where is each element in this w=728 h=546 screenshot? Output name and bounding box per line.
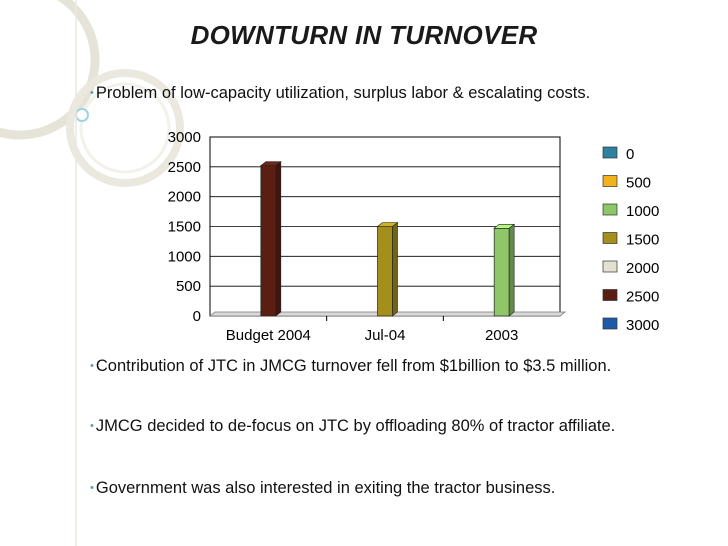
bar-1500 [377,226,393,317]
bar-side-2500 [275,161,282,317]
legend-label: 500 [626,175,651,192]
bar-top-1500 [376,222,399,227]
legend-label: 1000 [626,203,659,220]
legend-label: 3000 [626,317,659,334]
deco-ring-inner [66,69,184,187]
y-tick-label: 2000 [168,189,201,206]
x-tick-label: 2003 [485,327,518,344]
legend-swatch [602,260,618,273]
deco-ring-mid [79,82,171,174]
bar-2500 [260,165,277,317]
legend-label: 2500 [626,289,659,306]
bullet-marker: • [90,420,94,432]
legend-label: 1500 [626,232,659,249]
bar-side-1000 [508,223,515,317]
y-tick-label: 500 [176,278,201,295]
deco-ring-outer [0,0,100,140]
y-tick-label: 3000 [168,129,201,146]
legend-swatch [602,175,618,187]
bullet-text: JMCG decided to de-focus on JTC by offlo… [95,417,616,435]
legend-label: 0 [626,146,634,163]
y-tick-label: 1500 [168,219,201,236]
y-tick-label: 0 [193,308,201,325]
slide-title: DOWNTURN IN TURNOVER [190,20,538,50]
legend-swatch [602,146,618,159]
bullet-text: Government was also interested in exitin… [95,479,556,497]
bullet-marker: • [90,482,94,494]
bar-1000 [493,227,510,317]
legend-swatch [602,289,618,301]
legend-swatch [602,232,618,244]
bullet-marker: • [90,360,94,372]
legend-swatch [602,317,618,330]
bar-top-1000 [493,223,516,229]
bullet-text: Problem of low-capacity utilization, sur… [95,84,591,102]
y-tick-label: 1000 [168,248,201,265]
legend-swatch [602,203,618,216]
bullet-item: • Government was also interested in exiti… [90,479,555,498]
y-tick-label: 2500 [168,159,201,176]
legend-label: 2000 [626,260,659,277]
bullet-item: • JMCG decided to de-focus on JTC by offl… [90,417,615,436]
bullet-item: • Problem of low-capacity utilization, su… [90,84,590,103]
bullet-marker: • [90,87,94,99]
bar-side-1500 [392,221,398,317]
x-tick-label: Budget 2004 [226,327,311,344]
bullet-item: • Contribution of JTC in JMCG turnover fe… [90,357,611,376]
bullet-text: Contribution of JTC in JMCG turnover fel… [95,357,612,375]
x-tick-label: Jul-04 [365,327,406,344]
bar-top-2500 [259,161,282,166]
